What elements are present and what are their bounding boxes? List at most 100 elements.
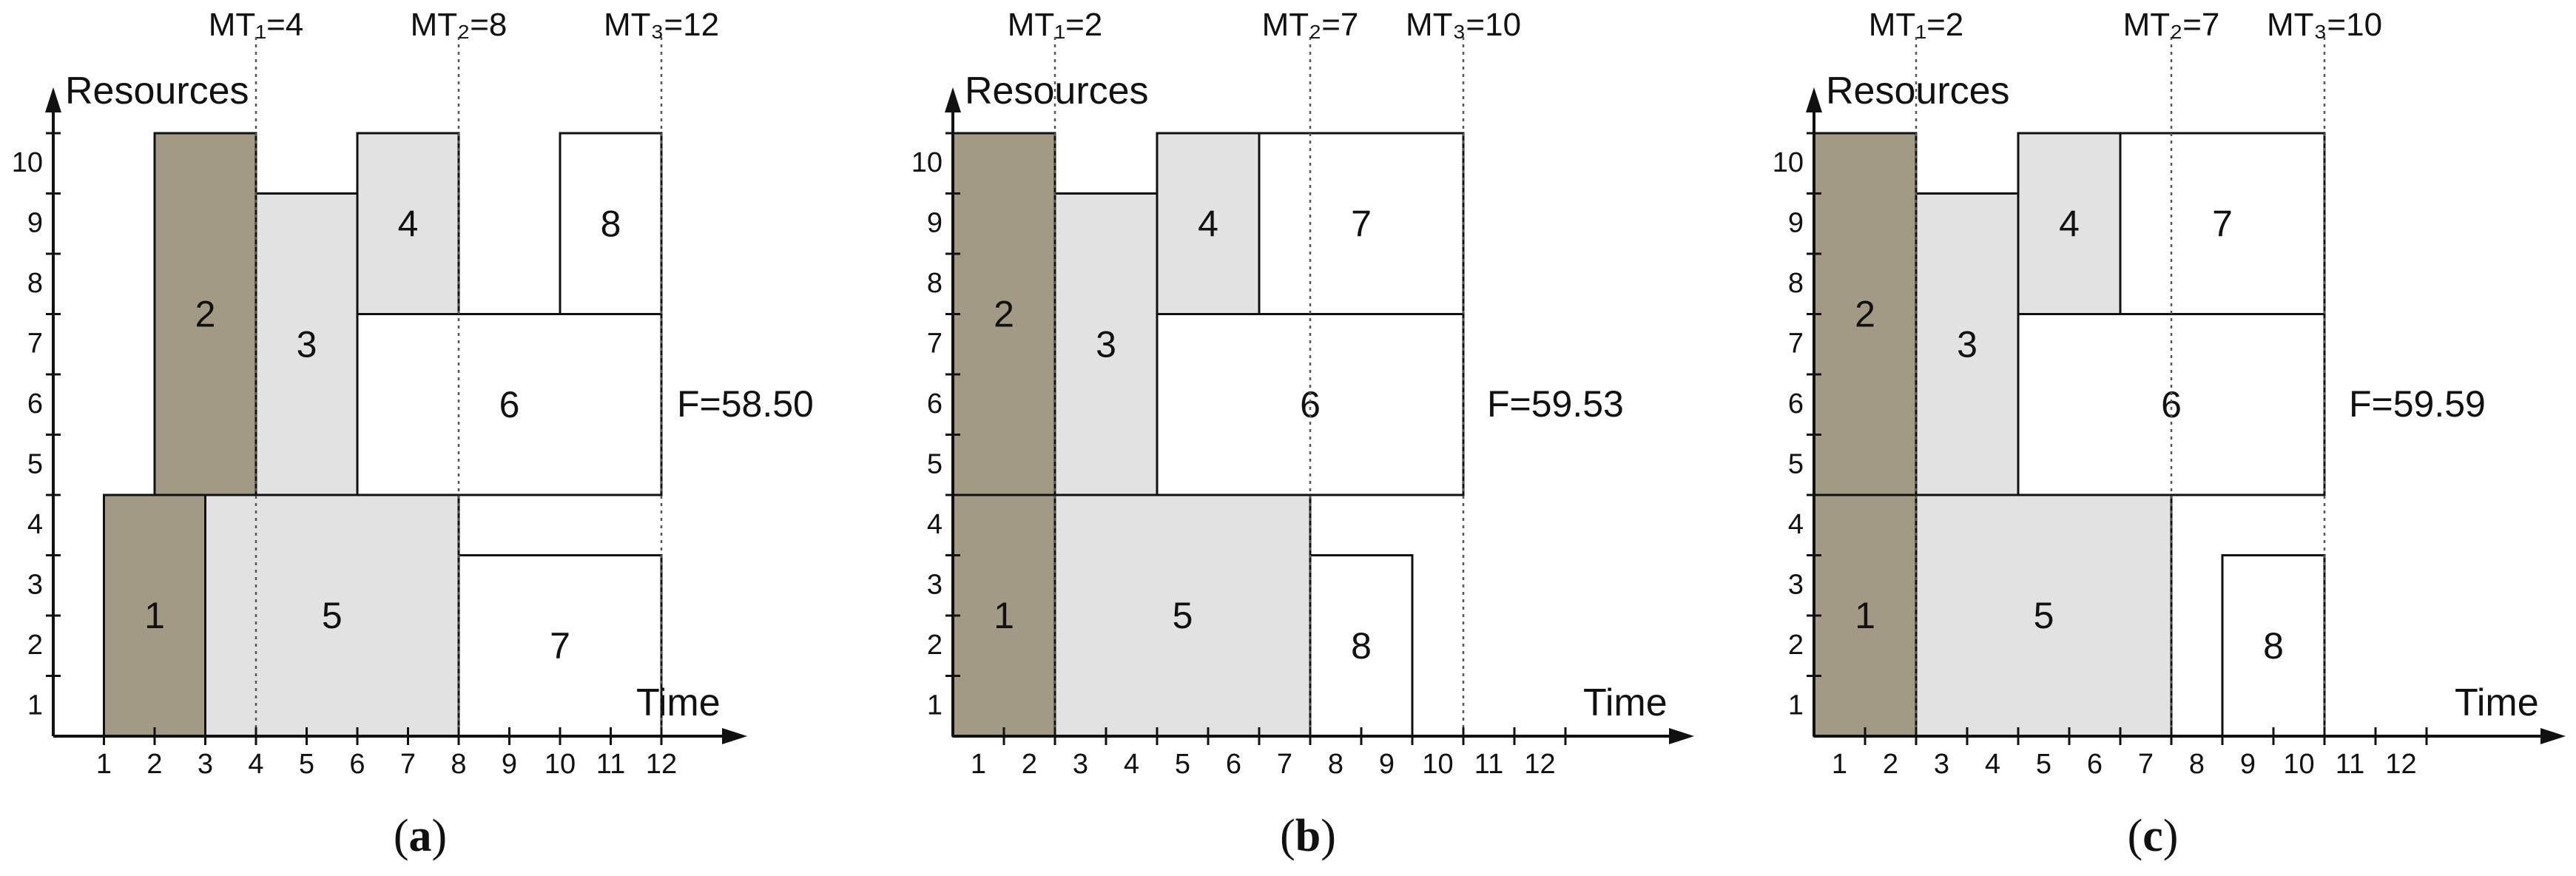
x-tick-label: 10 bbox=[2283, 749, 2314, 780]
y-tick-label: 9 bbox=[927, 208, 943, 239]
task-4-label: 4 bbox=[1198, 203, 1218, 244]
objective-value: F=59.59 bbox=[2349, 383, 2486, 425]
x-tick-label: 5 bbox=[2036, 749, 2051, 780]
task-5-block bbox=[1053, 493, 1312, 738]
x-tick-label: 3 bbox=[1934, 749, 1949, 780]
task-1-block bbox=[103, 493, 206, 738]
y-tick-label: 4 bbox=[927, 509, 943, 540]
task-6-label: 6 bbox=[2161, 384, 2182, 425]
x-tick-label: 7 bbox=[2138, 749, 2154, 780]
task-3-label: 3 bbox=[1957, 323, 1977, 365]
x-tick-label: 12 bbox=[646, 749, 677, 780]
resources-axis-title: Resources bbox=[65, 70, 249, 112]
task-6-block bbox=[1156, 313, 1465, 496]
y-tick-label: 6 bbox=[27, 388, 43, 420]
panel-caption: (c) bbox=[2128, 811, 2179, 861]
y-tick-label: 1 bbox=[927, 690, 943, 721]
x-tick-label: 3 bbox=[198, 749, 213, 780]
time-axis-arrow-icon bbox=[2540, 728, 2566, 744]
milestone-3-label: MT₃=10 bbox=[1406, 7, 1521, 43]
milestone-2-label: MT₂=8 bbox=[411, 7, 508, 43]
y-tick-label: 3 bbox=[927, 570, 943, 601]
y-tick-label: 8 bbox=[1788, 268, 1804, 299]
x-tick-label: 7 bbox=[1277, 749, 1292, 780]
x-tick-label: 2 bbox=[1022, 749, 1037, 780]
panel-c: 1 2 3 4 5 6 7 8 MT₁=2 MT₂=7 MT₃=10 Resources Time 1 2 3… bbox=[1773, 7, 2566, 861]
y-tick-label: 3 bbox=[1788, 570, 1804, 601]
y-tick-label: 7 bbox=[27, 328, 43, 360]
x-tick-label: 6 bbox=[349, 749, 365, 780]
milestone-3-label: MT₃=10 bbox=[2267, 7, 2382, 43]
milestone-2-label: MT₂=7 bbox=[1262, 7, 1359, 43]
x-tick-label: 10 bbox=[1422, 749, 1453, 780]
x-tick-label: 1 bbox=[96, 749, 112, 780]
task-1-label: 1 bbox=[1855, 595, 1875, 636]
task-5-label: 5 bbox=[322, 595, 343, 636]
task-8-label: 8 bbox=[1351, 625, 1372, 667]
task-7-label: 7 bbox=[1351, 203, 1372, 244]
y-tick-label: 3 bbox=[27, 570, 43, 601]
y-tick-label: 8 bbox=[27, 268, 43, 299]
y-tick-label: 2 bbox=[927, 630, 943, 661]
resources-axis-title: Resources bbox=[1826, 70, 2010, 112]
x-tick-label: 11 bbox=[2336, 749, 2364, 780]
x-tick-label: 9 bbox=[2240, 749, 2256, 780]
task-7-block bbox=[2119, 132, 2326, 315]
x-tick-label: 8 bbox=[451, 749, 466, 780]
y-tick-label: 6 bbox=[927, 388, 943, 420]
y-tick-label: 10 bbox=[911, 147, 943, 178]
x-tick-label: 1 bbox=[971, 749, 986, 780]
time-axis-arrow-icon bbox=[1669, 728, 1694, 744]
y-tick-label: 9 bbox=[27, 208, 43, 239]
panel-caption: (a) bbox=[394, 811, 447, 861]
task-6-block bbox=[2017, 313, 2326, 496]
x-tick-label: 4 bbox=[1124, 749, 1139, 780]
milestone-3-label: MT₃=12 bbox=[604, 7, 719, 43]
objective-value: F=59.53 bbox=[1487, 383, 1624, 425]
task-5-block bbox=[204, 493, 460, 738]
x-tick-label: 4 bbox=[1985, 749, 2000, 780]
y-tick-label: 4 bbox=[1788, 509, 1804, 540]
y-tick-label: 2 bbox=[1788, 630, 1804, 661]
x-tick-label: 7 bbox=[400, 749, 416, 780]
x-tick-label: 4 bbox=[248, 749, 263, 780]
x-tick-label: 6 bbox=[2087, 749, 2103, 780]
y-tick-label: 9 bbox=[1788, 208, 1804, 239]
y-tick-label: 7 bbox=[1788, 328, 1804, 360]
resource-axis-arrow-icon bbox=[1806, 87, 1822, 112]
panel-caption: (b) bbox=[1280, 811, 1336, 861]
x-tick-label: 8 bbox=[1328, 749, 1343, 780]
x-tick-label: 2 bbox=[146, 749, 162, 780]
y-tick-label: 6 bbox=[1788, 388, 1804, 420]
task-8-label: 8 bbox=[2263, 625, 2284, 667]
x-tick-label: 11 bbox=[1474, 749, 1503, 780]
y-tick-label: 1 bbox=[27, 690, 43, 721]
x-tick-label: 3 bbox=[1073, 749, 1088, 780]
time-axis-arrow-icon bbox=[722, 728, 747, 744]
x-tick-label: 5 bbox=[1175, 749, 1190, 780]
y-tick-label: 2 bbox=[27, 630, 43, 661]
task-3-block bbox=[254, 192, 359, 496]
task-6-label: 6 bbox=[499, 384, 520, 425]
y-tick-label: 10 bbox=[1773, 147, 1804, 178]
objective-value: F=58.50 bbox=[677, 383, 814, 425]
x-tick-label: 6 bbox=[1226, 749, 1241, 780]
resource-axis-arrow-icon bbox=[945, 87, 961, 112]
task-1-label: 1 bbox=[144, 595, 165, 636]
time-axis-title: Time bbox=[2455, 681, 2539, 724]
x-tick-label: 12 bbox=[1524, 749, 1555, 780]
y-tick-label: 1 bbox=[1788, 690, 1804, 721]
x-tick-label: 11 bbox=[596, 749, 625, 780]
milestone-2-label: MT₂=7 bbox=[2123, 7, 2220, 43]
task-2-label: 2 bbox=[1855, 294, 1875, 335]
x-tick-label: 9 bbox=[502, 749, 517, 780]
task-2-block bbox=[951, 132, 1056, 496]
task-7-label: 7 bbox=[550, 625, 570, 667]
milestone-1-label: MT₁=2 bbox=[1869, 7, 1964, 43]
x-tick-label: 8 bbox=[2189, 749, 2205, 780]
task-8-block bbox=[2221, 554, 2326, 738]
task-7-label: 7 bbox=[2212, 203, 2233, 244]
y-tick-label: 5 bbox=[1788, 449, 1804, 480]
task-8-label: 8 bbox=[601, 203, 621, 244]
